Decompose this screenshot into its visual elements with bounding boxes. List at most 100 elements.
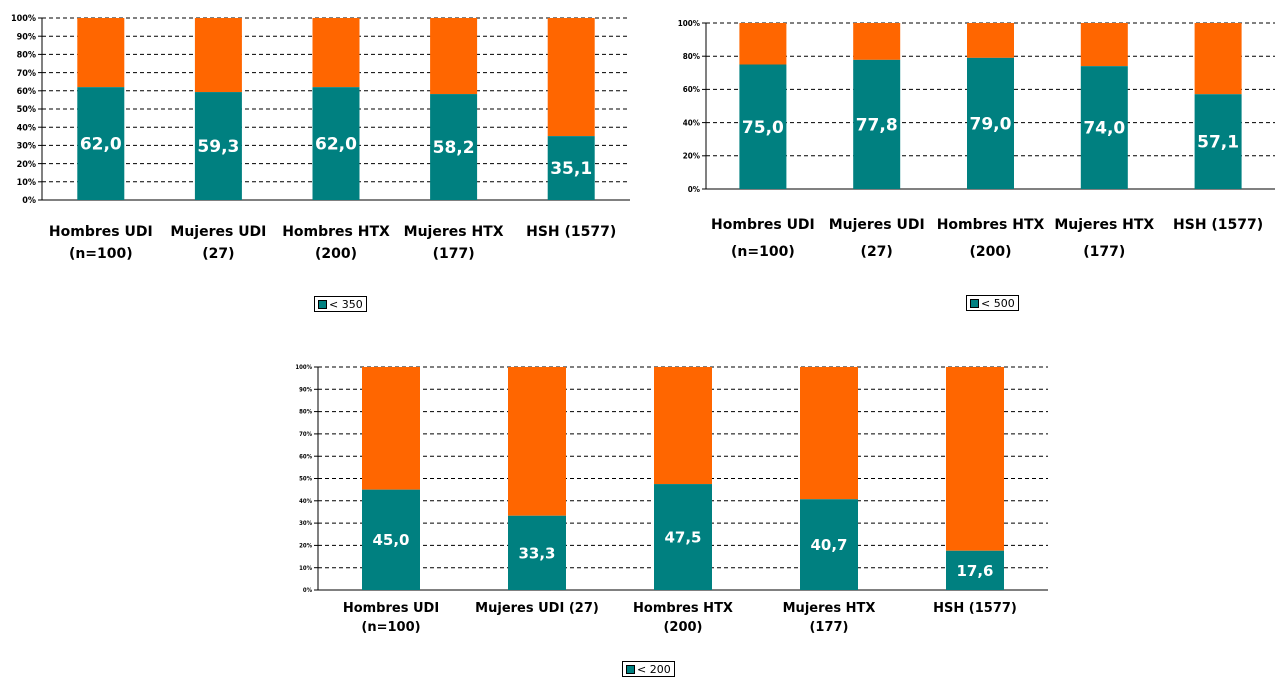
- data-label: 77,8: [856, 116, 898, 136]
- y-tick-label: 40%: [683, 118, 700, 127]
- y-tick-label: 20%: [299, 543, 313, 550]
- chart-cd4-under-500: 0% 20% 40% 60% 80% 100% 75,0 Hombres UDI (n=100)…: [678, 19, 1275, 260]
- y-tick-label: 80%: [299, 409, 313, 416]
- bar-value: [508, 515, 566, 590]
- y-tick-label: 50%: [17, 105, 36, 115]
- category-label: Hombres UDI: [711, 217, 815, 233]
- bar-remainder: [508, 367, 566, 516]
- category-label: Hombres HTX: [633, 601, 733, 616]
- bar-remainder: [362, 367, 420, 490]
- category-label: Mujeres HTX: [783, 601, 876, 616]
- category-label: (n=100): [69, 246, 133, 262]
- bar-remainder: [654, 367, 712, 485]
- category-label: Mujeres HTX: [1054, 217, 1154, 233]
- data-label: 57,1: [1197, 133, 1239, 153]
- bar-remainder: [194, 18, 242, 93]
- data-label: 75,0: [742, 118, 784, 138]
- category-label: (27): [861, 244, 893, 260]
- y-tick-label: 20%: [683, 152, 700, 161]
- category-label: Mujeres UDI (27): [475, 601, 599, 616]
- category-label: (200): [663, 620, 702, 635]
- bar-value: [967, 57, 1014, 189]
- bar-value: [1080, 66, 1128, 189]
- data-label: 74,0: [1083, 119, 1125, 139]
- category-label: Mujeres HTX: [404, 224, 504, 240]
- bar-value: [739, 64, 787, 189]
- y-tick-label: 90%: [299, 386, 313, 393]
- data-label: 35,1: [550, 159, 592, 179]
- bar-value: [547, 136, 595, 200]
- bar-remainder: [547, 18, 595, 137]
- y-tick-label: 60%: [683, 85, 700, 94]
- y-tick-label: 80%: [17, 51, 36, 61]
- category-label: (200): [969, 244, 1011, 260]
- category-label: Hombres HTX: [937, 217, 1045, 233]
- y-tick-label: 100%: [678, 19, 700, 28]
- legend-label: < 200: [637, 662, 671, 676]
- bar-value: [946, 550, 1004, 590]
- y-tick-label: 50%: [299, 476, 313, 483]
- category-label: (27): [202, 246, 234, 262]
- category-label: Hombres HTX: [282, 224, 390, 240]
- bar-remainder: [967, 23, 1014, 58]
- y-tick-label: 60%: [299, 453, 313, 460]
- data-label: 59,3: [197, 137, 239, 157]
- data-label: 47,5: [664, 528, 701, 546]
- category-label: Hombres UDI: [49, 224, 153, 240]
- bar-remainder: [739, 23, 787, 65]
- data-label: 62,0: [315, 135, 357, 155]
- data-label: 45,0: [372, 531, 409, 549]
- bar-value: [312, 87, 360, 200]
- y-tick-label: 40%: [299, 498, 313, 505]
- category-label: (n=100): [731, 244, 795, 260]
- y-tick-label: 70%: [17, 69, 36, 79]
- legend-swatch-icon: [318, 299, 327, 309]
- legend-chart-1: < 350: [314, 296, 367, 312]
- y-tick-label: 0%: [22, 196, 36, 206]
- category-label: Mujeres UDI: [170, 224, 266, 240]
- category-label: HSH (1577): [526, 224, 616, 240]
- y-tick-label: 10%: [299, 565, 313, 572]
- bar-value: [362, 489, 420, 590]
- category-label: Mujeres UDI: [829, 217, 925, 233]
- y-tick-label: 0%: [688, 185, 700, 194]
- legend-chart-2: < 500: [966, 295, 1019, 311]
- category-label: HSH (1577): [933, 601, 1017, 616]
- y-tick-label: 0%: [303, 587, 313, 594]
- category-label: (177): [433, 246, 475, 262]
- bar-value: [77, 87, 125, 200]
- data-label: 40,7: [810, 536, 847, 554]
- bar-remainder: [312, 18, 360, 88]
- legend-label: < 350: [329, 297, 363, 311]
- category-label: HSH (1577): [1173, 217, 1263, 233]
- legend-swatch-icon: [626, 664, 635, 674]
- y-tick-label: 30%: [299, 520, 313, 527]
- y-tick-label: 60%: [17, 87, 36, 97]
- bar-value: [430, 94, 478, 200]
- legend-swatch-icon: [970, 298, 979, 308]
- bar-remainder: [946, 367, 1004, 551]
- data-label: 79,0: [970, 115, 1012, 135]
- category-label: Hombres UDI: [343, 601, 439, 616]
- bar-remainder: [430, 18, 478, 95]
- data-label: 17,6: [956, 562, 993, 580]
- y-tick-label: 100%: [11, 14, 36, 24]
- y-tick-label: 90%: [17, 32, 36, 42]
- y-tick-label: 30%: [17, 142, 36, 152]
- bar-value: [194, 92, 242, 200]
- bar-value: [853, 59, 901, 189]
- bar-value: [654, 484, 712, 590]
- bar-value: [1194, 94, 1242, 189]
- bar-remainder: [1194, 23, 1242, 95]
- chart-cd4-under-200: 0% 10% 20% 30% 40% 50% 60% 70% 80% 90% 100% 45,0 Hom…: [295, 364, 1048, 635]
- y-tick-label: 100%: [295, 364, 312, 371]
- category-label: (177): [1083, 244, 1125, 260]
- y-tick-label: 70%: [299, 431, 313, 438]
- y-tick-label: 20%: [17, 160, 36, 170]
- data-label: 58,2: [433, 138, 475, 158]
- category-label: (177): [809, 620, 848, 635]
- category-label: (200): [315, 246, 357, 262]
- data-label: 62,0: [80, 135, 122, 155]
- y-tick-label: 40%: [17, 123, 36, 133]
- bar-remainder: [77, 18, 125, 88]
